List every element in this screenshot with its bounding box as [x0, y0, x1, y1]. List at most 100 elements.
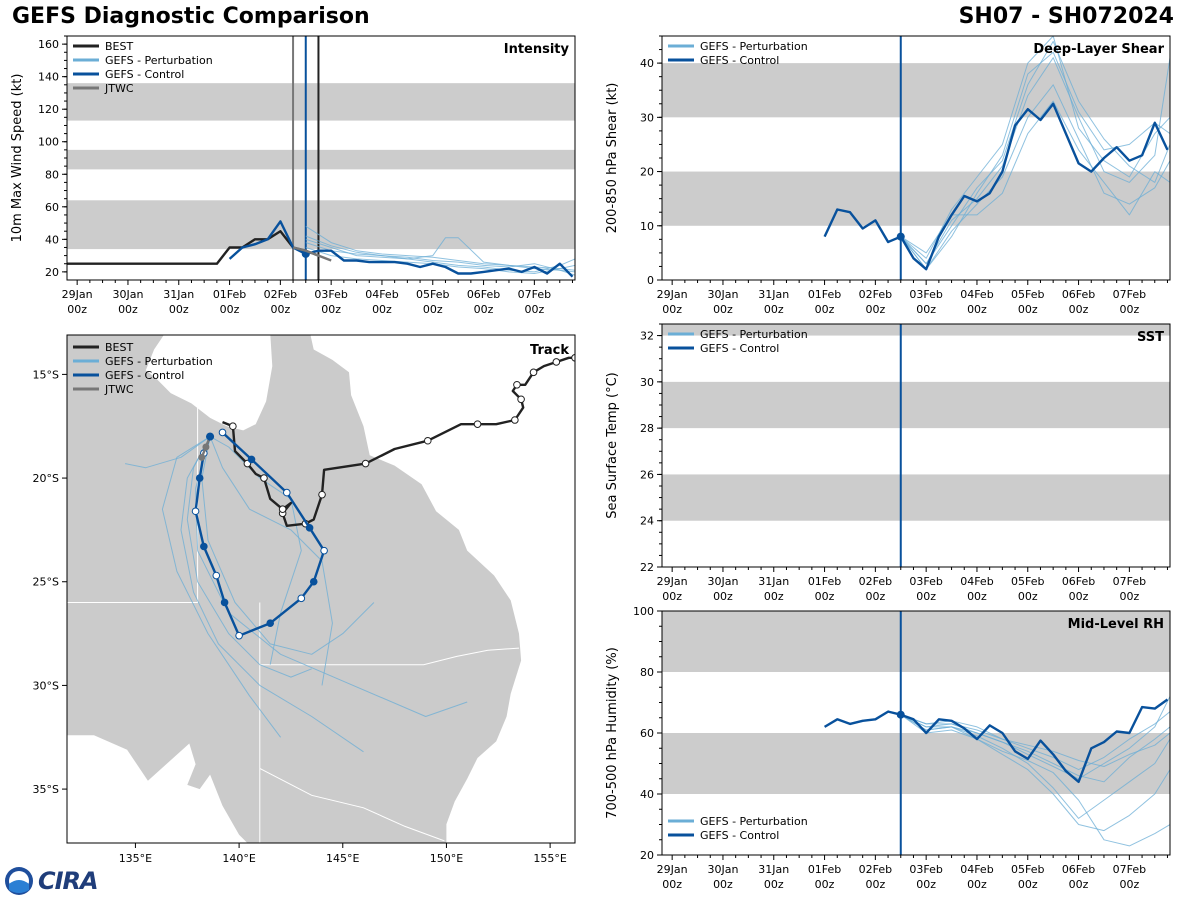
series-line-perturbation-c	[900, 84, 1170, 270]
x-tick-label: 05Feb	[1011, 575, 1044, 588]
x-tick-sublabel: 00z	[372, 303, 392, 316]
legend-label-perturbation: GEFS - Perturbation	[700, 40, 808, 53]
track-point-control	[309, 577, 318, 586]
x-tick-label: 07Feb	[1113, 863, 1146, 876]
track-point-best	[229, 422, 237, 431]
series-line-perturbation-b	[900, 36, 1170, 259]
x-tick-label: 30Jan	[707, 288, 738, 301]
legend-label-control: GEFS - Control	[105, 68, 184, 81]
x-tick-label: 04Feb	[365, 288, 398, 301]
y-tick-label: 160	[38, 38, 59, 51]
x-tick-sublabel: 00z	[967, 303, 987, 316]
x-tick-label: 02Feb	[264, 288, 297, 301]
legend-label-jtwc: JTWC	[104, 383, 134, 396]
y-tick-label: 30	[640, 111, 654, 124]
y-axis-label: Sea Surface Temp (°C)	[605, 372, 620, 519]
shading-band	[662, 63, 1170, 118]
chart-title: Intensity	[504, 42, 570, 57]
track-point-best	[361, 459, 370, 468]
y-tick-label: 120	[38, 103, 59, 116]
x-tick-sublabel: 00z	[713, 303, 733, 316]
x-tick-sublabel: 00z	[662, 303, 682, 316]
x-tick-sublabel: 00z	[118, 303, 138, 316]
y-tick-label: 80	[45, 168, 59, 181]
x-tick-label: 02Feb	[859, 863, 892, 876]
x-tick-label: 05Feb	[1011, 288, 1044, 301]
track-line-perturbation-d	[209, 436, 333, 686]
lat-tick-label: 20°S	[33, 472, 59, 485]
x-tick-sublabel: 00z	[713, 878, 733, 891]
track-point-best	[511, 416, 519, 424]
x-tick-sublabel: 00z	[815, 303, 835, 316]
series-line-gefs-control	[823, 698, 1169, 783]
track-point-control	[247, 455, 256, 464]
x-tick-sublabel: 00z	[524, 303, 544, 316]
lat-tick-label: 15°S	[33, 368, 59, 381]
x-tick-label: 04Feb	[960, 575, 993, 588]
track-point-best	[318, 490, 326, 499]
state-border	[259, 767, 445, 842]
y-axis-label: 700-500 hPa Humidity (%)	[605, 647, 620, 819]
y-tick-label: 0	[647, 274, 654, 287]
track-point-jtwc	[198, 453, 206, 461]
y-tick-label: 40	[640, 788, 654, 801]
x-tick-label: 06Feb	[467, 288, 500, 301]
x-tick-label: 31Jan	[758, 863, 789, 876]
legend-label-control: GEFS - Control	[700, 54, 779, 67]
x-tick-label: 29Jan	[62, 288, 93, 301]
x-tick-sublabel: 00z	[1018, 303, 1038, 316]
legend-label-control: GEFS - Control	[105, 369, 184, 382]
legend-label-perturbation: GEFS - Perturbation	[700, 815, 808, 828]
x-tick-sublabel: 00z	[865, 590, 885, 603]
x-tick-label: 31Jan	[758, 575, 789, 588]
x-tick-sublabel: 00z	[1119, 303, 1139, 316]
track-point-jtwc	[202, 443, 210, 451]
x-tick-label: 06Feb	[1062, 575, 1095, 588]
shading-band	[67, 149, 575, 170]
shading-band	[662, 474, 1170, 521]
series-line-perturbation-c	[305, 247, 575, 274]
y-tick-label: 24	[640, 515, 654, 528]
track-point-best	[529, 368, 538, 377]
shading-band	[67, 83, 575, 121]
y-tick-label: 22	[640, 561, 654, 574]
x-tick-sublabel: 00z	[67, 303, 87, 316]
series-line-perturbation-f	[900, 51, 1170, 270]
track-line-perturbation-a	[186, 436, 312, 678]
y-tick-label: 10	[640, 220, 654, 233]
x-tick-sublabel: 00z	[916, 303, 936, 316]
track-point-control	[266, 619, 275, 628]
y-tick-label: 20	[640, 849, 654, 862]
lat-tick-label: 35°S	[33, 783, 59, 796]
track-point-control	[220, 598, 229, 607]
track-line-perturbation-e	[161, 436, 282, 738]
y-tick-label: 32	[640, 330, 654, 343]
x-tick-sublabel: 00z	[1018, 590, 1038, 603]
chart-title: Deep-Layer Shear	[1033, 42, 1164, 57]
x-tick-label: 29Jan	[657, 863, 688, 876]
y-tick-label: 100	[38, 136, 59, 149]
x-tick-sublabel: 00z	[916, 590, 936, 603]
chart-title: Mid-Level RH	[1068, 617, 1164, 632]
track-point-control	[282, 488, 291, 497]
track-point-control	[200, 542, 208, 551]
cira-logo-text: CIRA	[38, 867, 99, 895]
track-map: 135°E 140°E 145°E 150°E 155°E 15°S 20°S 25°S 30°…	[33, 334, 576, 865]
x-tick-label: 02Feb	[859, 575, 892, 588]
x-tick-label: 29Jan	[657, 288, 688, 301]
x-tick-label: 31Jan	[163, 288, 194, 301]
shading-band	[662, 733, 1170, 794]
shading-band	[67, 200, 575, 250]
track-point-best	[517, 395, 525, 404]
map-frame	[66, 334, 576, 844]
track-point-best	[513, 380, 521, 389]
legend-label-perturbation: GEFS - Perturbation	[700, 328, 808, 341]
track-point-control	[320, 546, 328, 555]
track-point-best	[260, 474, 268, 482]
southern-ocean	[67, 735, 248, 843]
x-tick-label: 05Feb	[1011, 863, 1044, 876]
legend-label-perturbation: GEFS - Perturbation	[105, 54, 213, 67]
x-tick-label: 30Jan	[707, 575, 738, 588]
track-line-perturbation-b	[180, 436, 364, 753]
track-point-control	[235, 631, 243, 640]
